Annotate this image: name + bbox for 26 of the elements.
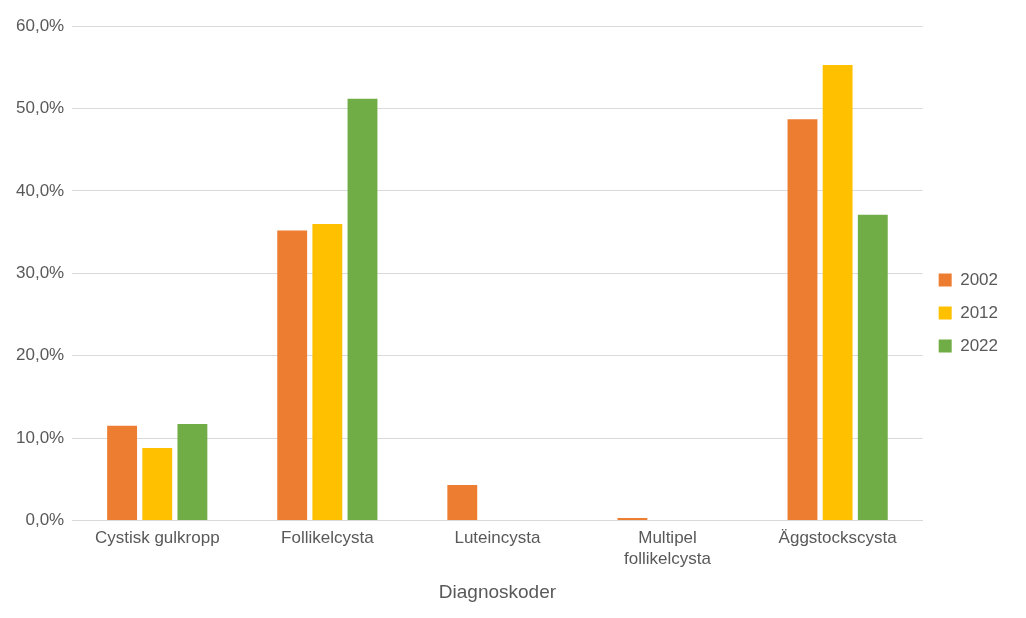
bar: [447, 484, 478, 520]
x-tick-label: Multipel follikelcysta: [624, 528, 712, 568]
legend-label: 2002: [960, 269, 999, 289]
x-tick-label: Follikelcysta: [281, 528, 375, 548]
x-axis-title: Diagnoskoder: [438, 580, 557, 602]
y-tick-label: 30,0%: [16, 262, 65, 282]
y-tick-label: 10,0%: [16, 427, 65, 447]
bar: [277, 230, 308, 520]
y-tick-label: 40,0%: [16, 180, 65, 200]
legend-label: 2022: [960, 335, 999, 355]
y-tick-label: 0,0%: [25, 510, 65, 530]
y-tick-label: 20,0%: [16, 345, 65, 365]
bar: [857, 214, 888, 520]
x-tick-label: Äggstockscysta: [778, 528, 898, 548]
bar: [822, 64, 853, 520]
bar: [787, 119, 818, 520]
bar: [142, 447, 173, 520]
y-tick-label: 50,0%: [16, 98, 65, 118]
x-tick-label: Cystisk gulkropp: [94, 528, 220, 548]
y-tick-label: 60,0%: [16, 15, 65, 35]
bar: [347, 98, 378, 520]
bar: [107, 425, 138, 520]
legend-label: 2012: [960, 302, 999, 322]
bar: [177, 424, 208, 520]
x-tick-label: Luteincysta: [454, 528, 541, 548]
bar: [312, 223, 343, 520]
